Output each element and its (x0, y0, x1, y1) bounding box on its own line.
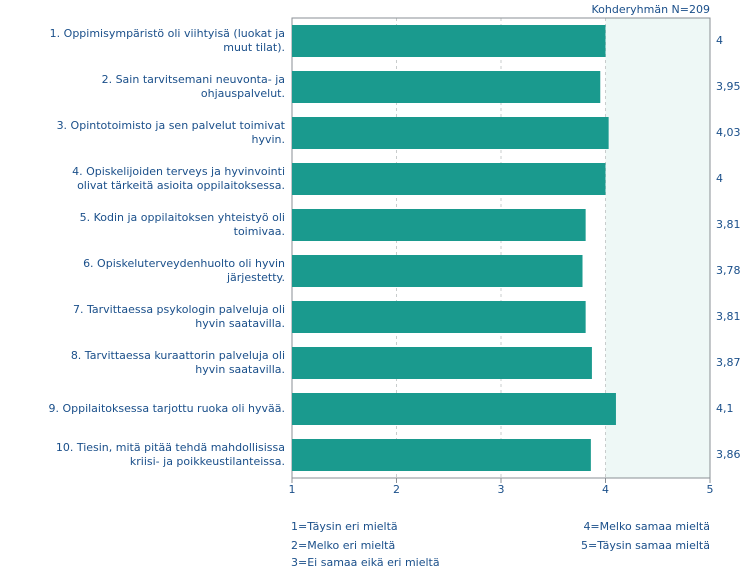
legend-item-5: 5=Täysin samaa mieltä (581, 539, 710, 552)
highlight-band (605, 18, 710, 478)
x-tick-label: 3 (497, 483, 505, 496)
category-label-line: 6. Opiskeluterveydenhuolto oli hyvin (83, 257, 285, 270)
bar (292, 117, 609, 149)
category-label-line: 7. Tarvittaessa psykologin palveluja oli (73, 303, 285, 316)
category-label-line: 10. Tiesin, mitä pitää tehdä mahdollisis… (55, 441, 285, 454)
bar (292, 255, 583, 287)
category-label: 5. Kodin ja oppilaitoksen yhteistyö oli t… (35, 211, 285, 239)
value-label: 4,1 (716, 402, 734, 415)
bar (292, 439, 591, 471)
x-tick-label: 1 (288, 483, 296, 496)
category-label-line: hyvin. (251, 133, 285, 146)
bar (292, 393, 616, 425)
category-label-line: 9. Oppilaitoksessa tarjottu ruoka oli hy… (48, 402, 285, 415)
x-tick-label: 5 (706, 483, 714, 496)
category-label: 9. Oppilaitoksessa tarjottu ruoka oli hy… (35, 402, 285, 416)
value-label: 3,87 (716, 356, 741, 369)
value-label: 4 (716, 172, 723, 185)
category-label-line: ohjauspalvelut. (200, 87, 285, 100)
category-label-line: 3. Opintotoimisto ja sen palvelut toimiv… (56, 119, 285, 132)
value-label: 4 (716, 34, 723, 47)
bar (292, 163, 606, 195)
value-label: 3,81 (716, 310, 741, 323)
bar (292, 71, 601, 103)
category-label-line: 4. Opiskelijoiden terveys ja hyvinvointi (72, 165, 285, 178)
bar (292, 347, 592, 379)
category-label-line: hyvin saatavilla. (195, 317, 285, 330)
category-label-line: 1. Oppimisympäristö oli viihtyisä (luoka… (49, 27, 285, 40)
category-label-line: 5. Kodin ja oppilaitoksen yhteistyö oli (79, 211, 285, 224)
bar (292, 301, 586, 333)
value-label: 4,03 (716, 126, 741, 139)
value-label: 3,95 (716, 80, 741, 93)
category-label: 8. Tarvittaessa kuraattorin palveluja ol… (35, 349, 285, 377)
category-label: 6. Opiskeluterveydenhuolto oli hyvin järj… (35, 257, 285, 285)
value-label: 3,78 (716, 264, 741, 277)
category-label: 10. Tiesin, mitä pitää tehdä mahdollisis… (35, 441, 285, 469)
group-size-label: Kohderyhmän N=209 (591, 3, 711, 16)
category-label: 7. Tarvittaessa psykologin palveluja oli… (35, 303, 285, 331)
x-tick-label: 2 (393, 483, 400, 496)
category-label-line: hyvin saatavilla. (195, 363, 285, 376)
category-label-line: järjestetty. (226, 271, 285, 284)
category-label-line: olivat tärkeitä asioita oppilaitoksessa. (77, 179, 285, 192)
category-label-line: toimivaa. (233, 225, 285, 238)
category-label-line: kriisi- ja poikkeustilanteissa. (129, 455, 285, 468)
category-label: 2. Sain tarvitsemani neuvonta- ja ohjausp… (35, 73, 285, 101)
bar (292, 25, 606, 57)
category-label: 3. Opintotoimisto ja sen palvelut toimiv… (35, 119, 285, 147)
category-label: 4. Opiskelijoiden terveys ja hyvinvointi… (35, 165, 285, 193)
legend-item-1: 1=Täysin eri mieltä (291, 520, 398, 533)
legend-item-3: 3=Ei samaa eikä eri mieltä (291, 556, 440, 569)
category-label-line: 2. Sain tarvitsemani neuvonta- ja (101, 73, 285, 86)
category-label: 1. Oppimisympäristö oli viihtyisä (luoka… (35, 27, 285, 55)
category-label-line: muut tilat). (223, 41, 285, 54)
legend-item-2: 2=Melko eri mieltä (291, 539, 396, 552)
x-tick-label: 4 (602, 483, 609, 496)
bar (292, 209, 586, 241)
legend-item-4: 4=Melko samaa mieltä (583, 520, 710, 533)
category-label-line: 8. Tarvittaessa kuraattorin palveluja ol… (70, 349, 285, 362)
value-label: 3,86 (716, 448, 741, 461)
value-label: 3,81 (716, 218, 741, 231)
